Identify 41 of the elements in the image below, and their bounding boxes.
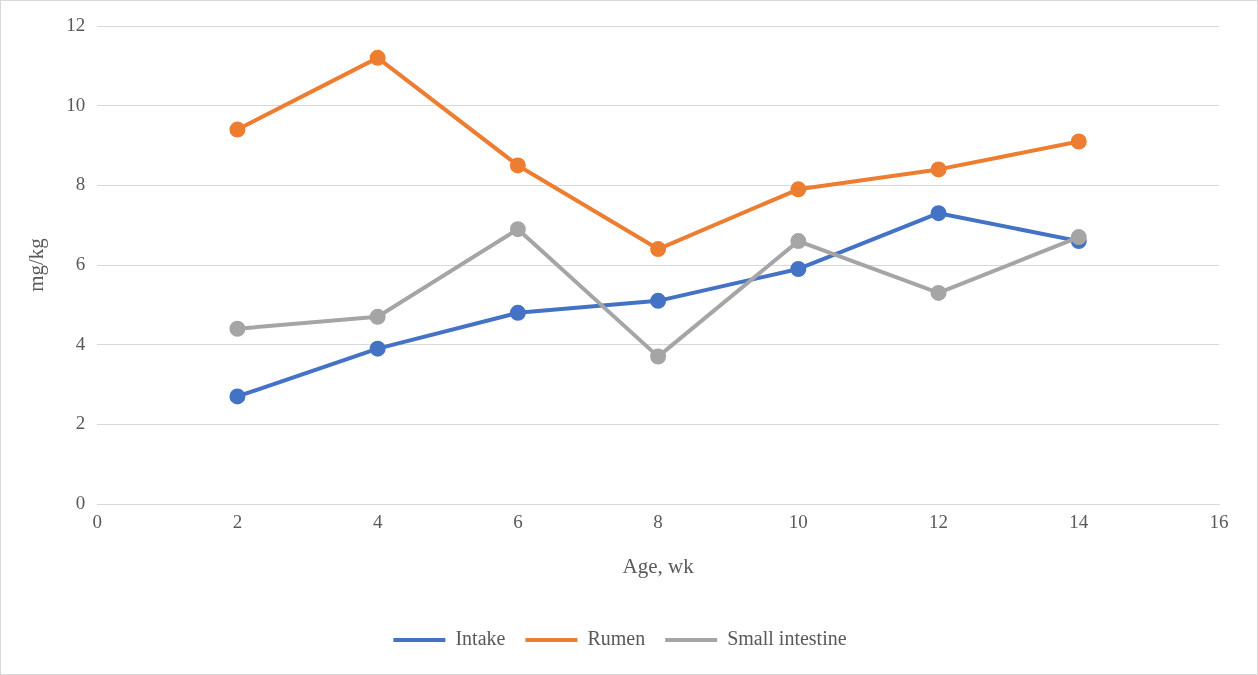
point <box>369 308 386 325</box>
point <box>509 157 526 174</box>
point <box>229 388 246 405</box>
point <box>1070 229 1087 246</box>
point <box>930 161 947 178</box>
x-tick-label: 2 <box>232 511 243 533</box>
point <box>650 292 667 309</box>
legend-label: Intake <box>455 627 506 650</box>
legend-label: Small intestine <box>727 627 847 650</box>
x-tick-label: 10 <box>788 511 808 533</box>
x-axis-title: Age, wk <box>622 553 695 578</box>
x-tick-label: 4 <box>372 511 383 533</box>
y-tick-label: 4 <box>75 332 86 354</box>
x-tick-label: 12 <box>929 511 949 533</box>
y-tick-label: 0 <box>75 491 86 513</box>
point <box>509 221 526 238</box>
x-tick-label: 16 <box>1209 511 1229 533</box>
point <box>229 320 246 337</box>
y-tick-label: 2 <box>75 412 86 434</box>
point <box>790 260 807 277</box>
y-tick-label: 8 <box>75 173 86 195</box>
y-tick-label: 12 <box>66 13 86 35</box>
point <box>369 340 386 357</box>
y-axis-title: mg/kg <box>24 237 49 292</box>
point <box>1070 133 1087 150</box>
point <box>509 304 526 321</box>
x-tick-label: 14 <box>1069 511 1089 533</box>
x-tick-label: 8 <box>653 511 663 533</box>
point <box>650 348 667 365</box>
point <box>930 284 947 301</box>
legend-label: Rumen <box>587 627 646 650</box>
point <box>790 233 807 250</box>
point <box>930 205 947 222</box>
point <box>369 49 386 66</box>
point <box>650 241 667 258</box>
x-tick-label: 0 <box>92 511 102 533</box>
point <box>229 121 246 138</box>
y-tick-label: 10 <box>66 93 86 115</box>
y-tick-label: 6 <box>75 252 86 274</box>
x-tick-label: 6 <box>513 511 523 533</box>
point <box>790 181 807 198</box>
